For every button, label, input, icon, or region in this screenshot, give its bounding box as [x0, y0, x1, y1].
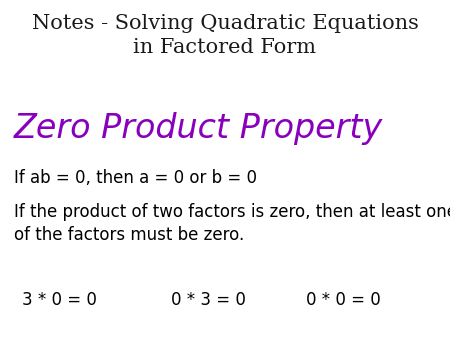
Text: 0 * 0 = 0: 0 * 0 = 0 — [306, 291, 381, 309]
Text: Zero Product Property: Zero Product Property — [14, 112, 383, 145]
Text: 3 * 0 = 0: 3 * 0 = 0 — [22, 291, 97, 309]
Text: If the product of two factors is zero, then at least one
of the factors must be : If the product of two factors is zero, t… — [14, 203, 450, 244]
Text: Notes - Solving Quadratic Equations
in Factored Form: Notes - Solving Quadratic Equations in F… — [32, 14, 419, 57]
Text: If ab = 0, then a = 0 or b = 0: If ab = 0, then a = 0 or b = 0 — [14, 169, 256, 187]
Text: 0 * 3 = 0: 0 * 3 = 0 — [171, 291, 246, 309]
